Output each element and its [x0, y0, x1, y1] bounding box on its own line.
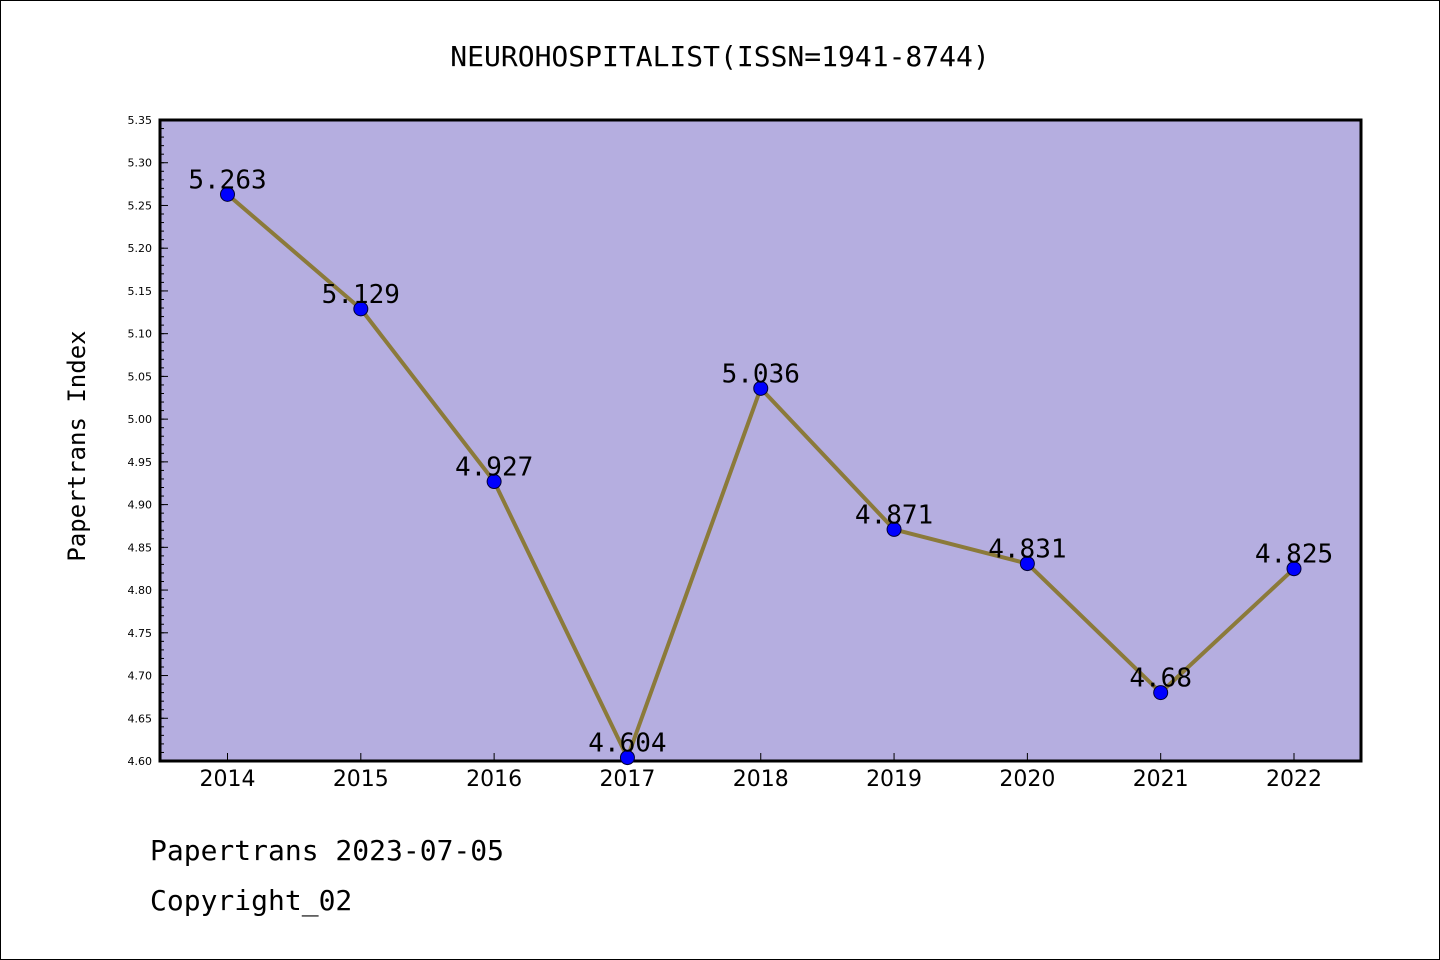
data-label: 5.036	[722, 359, 800, 389]
footer-date: Papertrans 2023-07-05	[150, 834, 505, 867]
data-label: 4.871	[855, 500, 933, 530]
x-tick-label: 2015	[333, 767, 389, 792]
x-tick-label: 2014	[200, 767, 256, 792]
footer-copyright: Copyright_02	[150, 884, 353, 917]
x-tick-label: 2016	[466, 767, 522, 792]
x-tick-label: 2022	[1266, 767, 1322, 792]
y-tick-label: 5.20	[128, 242, 153, 255]
y-tick-label: 4.95	[128, 456, 153, 469]
y-tick-label: 4.70	[128, 670, 153, 683]
data-label: 4.927	[455, 453, 533, 483]
data-point	[353, 301, 369, 317]
data-point	[1153, 685, 1169, 701]
data-label: 4.604	[588, 729, 666, 759]
x-tick-label: 2020	[999, 767, 1055, 792]
y-tick-label: 5.05	[128, 370, 153, 383]
x-tick-label: 2017	[599, 767, 655, 792]
data-label: 5.263	[188, 165, 266, 195]
y-tick-label: 4.65	[128, 712, 153, 725]
series-layer: 5.263 5.129 4.927 4.604 5.036 4.871 4.831 4.68 4…	[188, 165, 1333, 766]
x-tick-label: 2021	[1133, 767, 1189, 792]
y-tick-label: 4.80	[128, 584, 153, 597]
y-axis-label: Papertrans Index	[63, 330, 91, 561]
x-axis: 2014 2015 2016 2017 2018 2019 2020 2021 2022	[200, 753, 1322, 792]
y-tick-label: 4.60	[128, 755, 153, 768]
y-tick-label: 5.10	[128, 328, 153, 341]
y-tick-label: 5.00	[128, 413, 153, 426]
data-label: 4.831	[988, 535, 1066, 565]
y-tick-label: 5.25	[128, 199, 153, 212]
y-axis: 4.60 4.65 4.70 4.75 4.80 4.85 4.90 4.95 5.00 5.05…	[128, 114, 168, 768]
y-tick-label: 5.35	[128, 114, 153, 127]
data-label: 4.825	[1255, 540, 1333, 570]
data-point	[619, 750, 635, 766]
plot-area	[158, 118, 1363, 763]
data-point	[486, 474, 502, 490]
data-label: 5.129	[322, 280, 400, 310]
y-tick-label: 4.90	[128, 499, 153, 512]
y-tick-label: 5.30	[128, 157, 153, 170]
data-point	[1286, 561, 1302, 577]
data-point	[220, 186, 235, 202]
x-tick-label: 2019	[866, 767, 922, 792]
y-tick-label: 5.15	[128, 285, 153, 298]
data-point	[886, 521, 902, 537]
y-tick-label: 4.85	[128, 541, 153, 554]
y-tick-label: 4.75	[128, 627, 153, 640]
chart-title: NEUROHOSPITALIST(ISSN=1941-8744)	[450, 40, 989, 73]
x-tick-label: 2018	[733, 767, 789, 792]
data-point	[753, 380, 769, 396]
data-label: 4.68	[1129, 664, 1192, 694]
data-point	[1019, 556, 1035, 572]
